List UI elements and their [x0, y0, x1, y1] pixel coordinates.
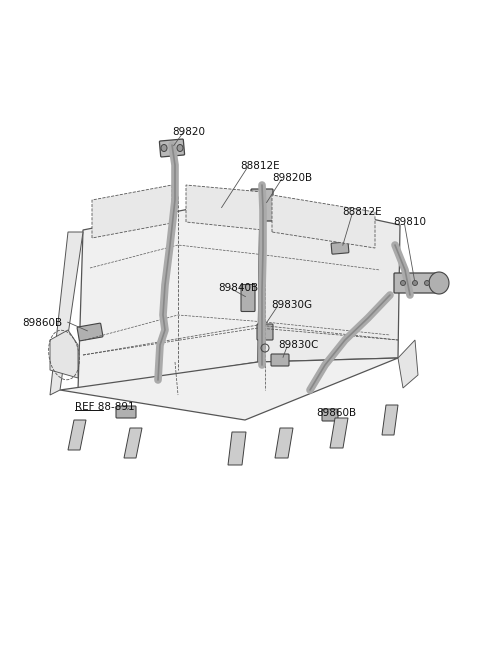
- FancyBboxPatch shape: [77, 323, 103, 341]
- Text: 89860B: 89860B: [22, 318, 62, 328]
- Polygon shape: [124, 428, 142, 458]
- Text: 89860B: 89860B: [316, 408, 356, 418]
- FancyBboxPatch shape: [331, 242, 349, 254]
- Polygon shape: [68, 420, 86, 450]
- Text: 89830C: 89830C: [278, 340, 318, 350]
- Polygon shape: [50, 232, 83, 395]
- Polygon shape: [258, 195, 400, 362]
- FancyBboxPatch shape: [271, 354, 289, 366]
- FancyBboxPatch shape: [257, 324, 273, 340]
- Polygon shape: [330, 418, 348, 448]
- Polygon shape: [78, 195, 260, 390]
- Polygon shape: [186, 185, 263, 230]
- Polygon shape: [272, 195, 375, 248]
- FancyBboxPatch shape: [159, 139, 185, 157]
- Polygon shape: [50, 330, 78, 378]
- Ellipse shape: [429, 272, 449, 294]
- Text: 89810: 89810: [393, 217, 426, 227]
- Polygon shape: [92, 185, 172, 238]
- Text: 89820B: 89820B: [272, 173, 312, 183]
- Text: 89830G: 89830G: [271, 300, 312, 310]
- FancyBboxPatch shape: [241, 284, 255, 311]
- Text: 88812E: 88812E: [240, 161, 280, 171]
- Ellipse shape: [412, 281, 418, 286]
- Ellipse shape: [161, 145, 167, 152]
- Polygon shape: [60, 358, 398, 420]
- FancyBboxPatch shape: [322, 409, 338, 421]
- Text: REF 88-891: REF 88-891: [75, 402, 134, 412]
- Ellipse shape: [400, 281, 406, 286]
- FancyBboxPatch shape: [251, 189, 273, 221]
- Text: 89840B: 89840B: [218, 283, 258, 293]
- Ellipse shape: [424, 281, 430, 286]
- FancyBboxPatch shape: [116, 406, 136, 418]
- FancyBboxPatch shape: [394, 273, 436, 293]
- Polygon shape: [398, 340, 418, 388]
- Polygon shape: [275, 428, 293, 458]
- Polygon shape: [228, 432, 246, 465]
- FancyBboxPatch shape: [208, 203, 228, 217]
- Polygon shape: [382, 405, 398, 435]
- Text: 89820: 89820: [172, 127, 205, 137]
- Text: 88812E: 88812E: [342, 207, 382, 217]
- Ellipse shape: [177, 145, 183, 152]
